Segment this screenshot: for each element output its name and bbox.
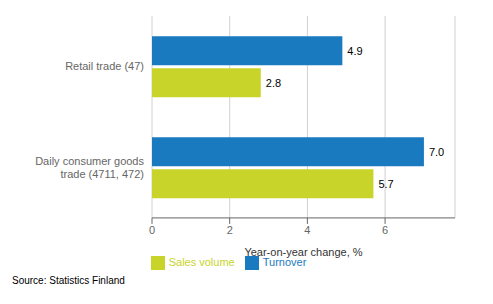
svg-text:Year-on-year change, %: Year-on-year change, %: [244, 246, 362, 258]
html-text:Turnover: Turnover: [262, 255, 307, 268]
html-text:Source: Statistics Finland: Source: Statistics Finland: [12, 275, 125, 286]
svg-text:Daily consumer goodstrade (471: Daily consumer goodstrade (4711, 472): [35, 155, 144, 180]
svg-text:4: 4: [304, 224, 310, 236]
svg-text:Retail trade (47): Retail trade (47): [65, 60, 144, 72]
svg-text:5.7: 5.7: [378, 178, 393, 190]
svg-text:0: 0: [149, 224, 155, 236]
svg-text:6: 6: [382, 224, 388, 236]
svg-text:2.8: 2.8: [266, 77, 281, 89]
svg-text:7.0: 7.0: [429, 146, 444, 158]
svg-text:2: 2: [227, 224, 233, 236]
html-text:Sales volume: Sales volume: [168, 255, 235, 268]
svg-text:4.9: 4.9: [347, 45, 362, 57]
